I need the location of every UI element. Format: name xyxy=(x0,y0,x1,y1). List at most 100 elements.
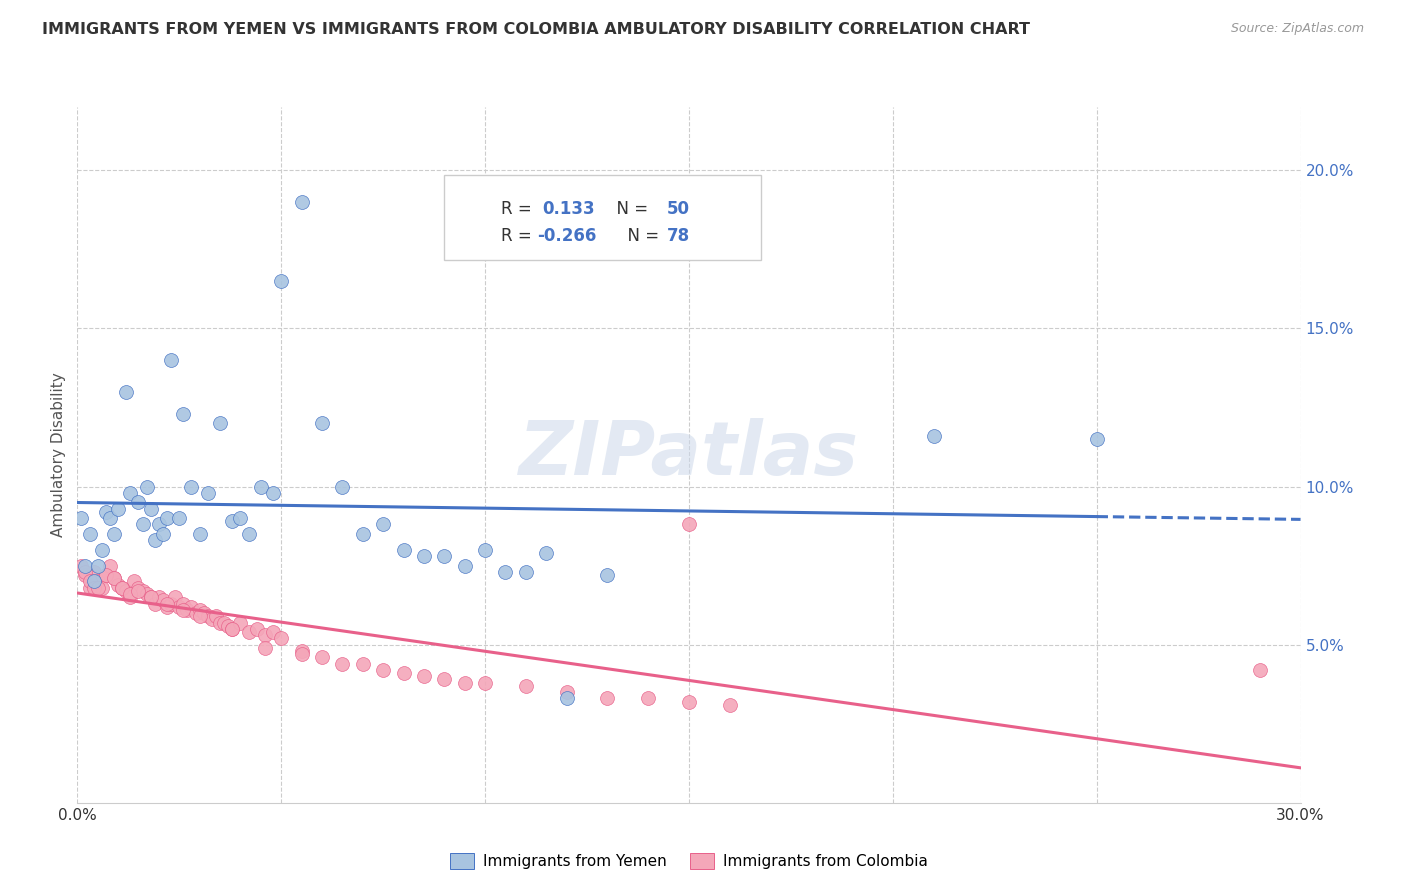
Point xyxy=(212,615,235,630)
Point xyxy=(453,675,475,690)
Point xyxy=(352,657,374,671)
Point xyxy=(197,609,219,624)
Point xyxy=(107,501,129,516)
Point xyxy=(596,568,619,582)
Point xyxy=(221,514,243,528)
Point xyxy=(135,479,157,493)
Point xyxy=(311,650,333,665)
Text: N =: N = xyxy=(617,227,665,245)
Point xyxy=(143,533,166,548)
Point xyxy=(98,511,121,525)
Point xyxy=(75,558,97,573)
Point xyxy=(262,486,284,500)
Point xyxy=(115,583,138,598)
Point xyxy=(139,591,162,605)
Point xyxy=(160,353,183,368)
Point xyxy=(152,527,174,541)
Point xyxy=(120,486,142,500)
Point xyxy=(94,568,117,582)
Point xyxy=(165,591,187,605)
Point xyxy=(103,527,125,541)
Point xyxy=(90,581,112,595)
Point xyxy=(246,622,269,636)
Text: R =: R = xyxy=(501,201,541,219)
Point xyxy=(270,274,292,288)
Point xyxy=(555,691,578,706)
Point xyxy=(87,558,110,573)
Point xyxy=(172,603,194,617)
Point xyxy=(262,625,284,640)
Point xyxy=(534,546,557,560)
Point xyxy=(413,549,436,563)
Point xyxy=(135,587,157,601)
Point xyxy=(217,618,239,632)
Point xyxy=(176,603,198,617)
Point xyxy=(474,675,496,690)
Point xyxy=(180,599,202,614)
Point xyxy=(103,571,125,585)
Text: ZIPatlas: ZIPatlas xyxy=(519,418,859,491)
Point xyxy=(83,581,105,595)
Point xyxy=(98,558,121,573)
Point xyxy=(221,622,243,636)
Point xyxy=(371,663,394,677)
Point xyxy=(392,666,415,681)
Point xyxy=(107,577,129,591)
Point xyxy=(188,603,211,617)
Point xyxy=(290,647,312,661)
Point xyxy=(79,581,101,595)
Point xyxy=(352,527,374,541)
Point xyxy=(433,549,456,563)
Point xyxy=(495,565,517,579)
Point xyxy=(148,517,170,532)
Point xyxy=(474,542,496,557)
Point xyxy=(169,511,191,525)
Point xyxy=(637,691,659,706)
Text: R =: R = xyxy=(501,227,537,245)
Point xyxy=(148,591,170,605)
Point xyxy=(79,574,101,589)
Point xyxy=(205,609,228,624)
Point xyxy=(922,429,945,443)
Text: 0.133: 0.133 xyxy=(543,201,595,219)
Point xyxy=(115,384,138,399)
Point xyxy=(238,625,260,640)
Point xyxy=(111,581,134,595)
Point xyxy=(229,615,252,630)
Point xyxy=(1249,663,1271,677)
Point xyxy=(90,542,112,557)
Point xyxy=(453,558,475,573)
Point xyxy=(169,599,191,614)
Point xyxy=(75,565,97,579)
Point xyxy=(678,695,700,709)
Text: 78: 78 xyxy=(666,227,689,245)
Point xyxy=(70,511,93,525)
Point xyxy=(120,591,142,605)
Point xyxy=(253,628,276,642)
Point xyxy=(515,565,537,579)
Point xyxy=(197,486,219,500)
Point xyxy=(70,558,93,573)
Point xyxy=(290,194,312,209)
Point xyxy=(83,574,105,589)
Point xyxy=(208,615,231,630)
Point xyxy=(120,587,142,601)
Point xyxy=(143,597,166,611)
Point xyxy=(678,517,700,532)
Point xyxy=(94,568,117,582)
Point xyxy=(87,581,110,595)
Point xyxy=(311,417,333,431)
Point xyxy=(127,581,149,595)
Point xyxy=(156,599,179,614)
Text: Source: ZipAtlas.com: Source: ZipAtlas.com xyxy=(1230,22,1364,36)
Point xyxy=(127,583,149,598)
Point xyxy=(160,597,183,611)
Text: 50: 50 xyxy=(666,201,689,219)
Point xyxy=(94,505,117,519)
Point xyxy=(131,583,153,598)
Text: IMMIGRANTS FROM YEMEN VS IMMIGRANTS FROM COLOMBIA AMBULATORY DISABILITY CORRELAT: IMMIGRANTS FROM YEMEN VS IMMIGRANTS FROM… xyxy=(42,22,1031,37)
Point xyxy=(250,479,273,493)
Point xyxy=(156,511,179,525)
Y-axis label: Ambulatory Disability: Ambulatory Disability xyxy=(51,373,66,537)
Point xyxy=(75,568,97,582)
